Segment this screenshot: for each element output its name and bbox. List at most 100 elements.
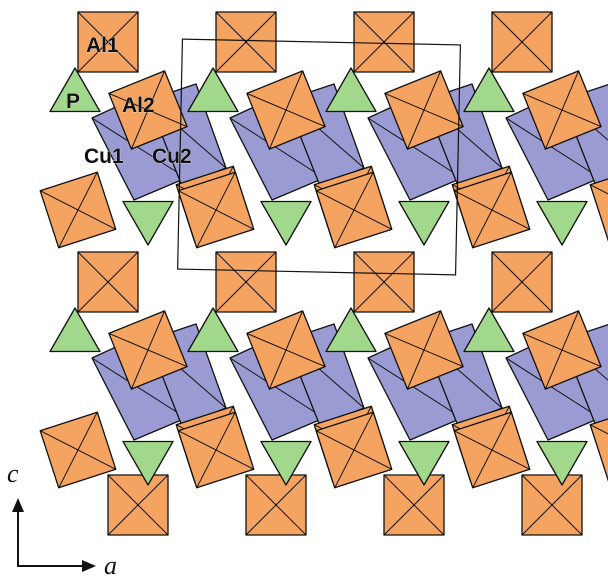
c-axis-label: c <box>7 459 19 488</box>
label-p: P <box>66 90 80 113</box>
al1-octahedron <box>77 251 139 313</box>
al2-octahedron <box>522 310 602 390</box>
p-tetrahedron <box>122 200 174 246</box>
al2-octahedron <box>384 310 464 390</box>
cu-polyhedron-edge <box>505 117 601 179</box>
al1-octahedron <box>215 11 277 73</box>
cu-polyhedra-layer <box>91 83 608 441</box>
al2-octahedron <box>39 411 117 489</box>
al1-octahedron <box>491 11 553 73</box>
al1-octahedron <box>383 474 445 536</box>
al1-octahedron <box>491 251 553 313</box>
c-axis-arrowhead <box>12 498 24 512</box>
octahedron-edge <box>196 411 236 489</box>
octahedron-edge <box>544 310 580 390</box>
octahedron-edge <box>472 171 512 249</box>
cu-polyhedron-edge <box>367 117 463 179</box>
cu-polyhedron-edge <box>367 357 463 419</box>
al2-octahedron <box>384 70 464 150</box>
octahedron-edge <box>77 251 139 313</box>
a-axis-label: a <box>104 551 117 576</box>
octahedron-edge <box>334 411 374 489</box>
p-tetrahedron <box>49 307 101 353</box>
cu-polyhedron-edge <box>91 357 187 419</box>
octahedron-edge <box>334 171 374 249</box>
octahedron-edge <box>491 11 553 73</box>
octahedron-edge <box>589 184 608 195</box>
p-tetrahedron <box>187 307 239 353</box>
unit-cell-outline <box>177 38 461 276</box>
octahedron-edge <box>491 251 553 313</box>
octahedron-edge <box>196 171 236 249</box>
p-tetrahedron <box>398 440 450 486</box>
p-tetrahedron <box>463 307 515 353</box>
al2-octahedron <box>315 171 393 249</box>
al2-octahedron <box>315 411 393 489</box>
octahedron-edge <box>268 310 304 390</box>
al1-octahedron <box>353 251 415 313</box>
al1-octahedron <box>107 474 169 536</box>
al2-octahedron <box>453 411 531 489</box>
octahedron-face <box>589 418 608 482</box>
octahedron-edge <box>130 310 166 390</box>
p-tetrahedron <box>187 67 239 113</box>
p-tetrahedron <box>536 440 588 486</box>
al2-octahedron <box>177 171 255 249</box>
p-tetrahedron <box>398 200 450 246</box>
p-tetrahedron <box>325 307 377 353</box>
octahedron-edge <box>353 251 415 313</box>
octahedron-edge <box>245 474 307 536</box>
al1-octahedron <box>215 251 277 313</box>
cu-polyhedron-edge <box>229 117 325 179</box>
octahedron-edge <box>472 411 512 489</box>
al2-octahedron <box>522 70 602 150</box>
cu-polyhedron-edge <box>505 357 601 419</box>
label-al1: Al1 <box>86 34 119 57</box>
label-al2: Al2 <box>122 94 155 117</box>
al1-octahedron <box>521 474 583 536</box>
octahedron-edge <box>77 11 139 73</box>
octahedron-edge <box>383 474 445 536</box>
p-tetrahedra-layer <box>49 67 588 486</box>
octahedron-edge <box>130 70 166 150</box>
al2-octahedron <box>108 310 188 390</box>
octahedron-edge <box>406 310 442 390</box>
al1-octahedron <box>245 474 307 536</box>
al2-octahedron <box>589 178 608 242</box>
octahedron-edge <box>58 171 98 249</box>
label-cu1: Cu1 <box>84 145 124 168</box>
al2-octahedron <box>108 70 188 150</box>
cu-polyhedron-edge <box>91 117 187 179</box>
al2-octahedron <box>453 171 531 249</box>
axis-indicator: c a <box>7 459 117 576</box>
octahedron-edge <box>107 474 169 536</box>
octahedron-edge <box>215 11 277 73</box>
octahedron-edge <box>544 70 580 150</box>
p-tetrahedron <box>260 200 312 246</box>
p-tetrahedron <box>325 67 377 113</box>
p-tetrahedron <box>122 440 174 486</box>
label-cu2: Cu2 <box>152 145 192 168</box>
octahedron-edge <box>58 411 98 489</box>
al2-octahedron <box>589 418 608 482</box>
p-tetrahedron <box>260 440 312 486</box>
octahedron-face <box>589 178 608 242</box>
al2-octahedron <box>39 171 117 249</box>
p-tetrahedron <box>49 67 101 113</box>
octahedron-edge <box>353 11 415 73</box>
al1-octahedron <box>77 11 139 73</box>
al-octahedra-layer <box>39 11 608 536</box>
octahedron-edge <box>521 474 583 536</box>
al2-octahedron <box>246 70 326 150</box>
octahedron-edge <box>268 70 304 150</box>
p-tetrahedron <box>463 67 515 113</box>
al1-octahedron <box>353 11 415 73</box>
cu-polyhedron-edge <box>229 357 325 419</box>
octahedron-edge <box>406 70 442 150</box>
octahedron-edge <box>589 424 608 435</box>
al2-octahedron <box>177 411 255 489</box>
p-tetrahedron <box>536 200 588 246</box>
a-axis-arrowhead <box>82 560 96 572</box>
al2-octahedron <box>246 310 326 390</box>
